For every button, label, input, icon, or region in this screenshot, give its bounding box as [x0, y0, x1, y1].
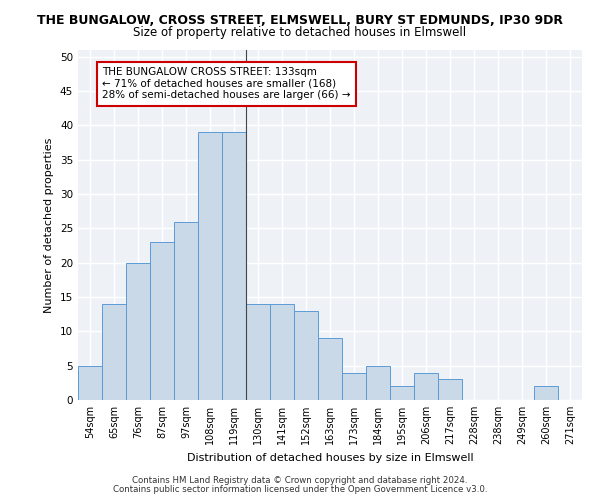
Bar	[534, 386, 558, 400]
Text: THE BUNGALOW CROSS STREET: 133sqm
← 71% of detached houses are smaller (168)
28%: THE BUNGALOW CROSS STREET: 133sqm ← 71% …	[102, 67, 350, 100]
Text: THE BUNGALOW, CROSS STREET, ELMSWELL, BURY ST EDMUNDS, IP30 9DR: THE BUNGALOW, CROSS STREET, ELMSWELL, BU…	[37, 14, 563, 27]
Bar	[126, 262, 150, 400]
Bar	[102, 304, 126, 400]
Text: Contains HM Land Registry data © Crown copyright and database right 2024.: Contains HM Land Registry data © Crown c…	[132, 476, 468, 485]
Text: Size of property relative to detached houses in Elmswell: Size of property relative to detached ho…	[133, 26, 467, 39]
Bar	[270, 304, 294, 400]
Bar	[78, 366, 102, 400]
Y-axis label: Number of detached properties: Number of detached properties	[44, 138, 55, 312]
Bar	[174, 222, 198, 400]
Bar	[318, 338, 342, 400]
Bar	[294, 311, 318, 400]
Bar	[438, 380, 462, 400]
Text: Contains public sector information licensed under the Open Government Licence v3: Contains public sector information licen…	[113, 485, 487, 494]
Bar	[414, 372, 438, 400]
Bar	[390, 386, 414, 400]
Bar	[198, 132, 222, 400]
Bar	[366, 366, 390, 400]
Bar	[222, 132, 246, 400]
Bar	[342, 372, 366, 400]
Bar	[150, 242, 174, 400]
Bar	[246, 304, 270, 400]
X-axis label: Distribution of detached houses by size in Elmswell: Distribution of detached houses by size …	[187, 452, 473, 462]
